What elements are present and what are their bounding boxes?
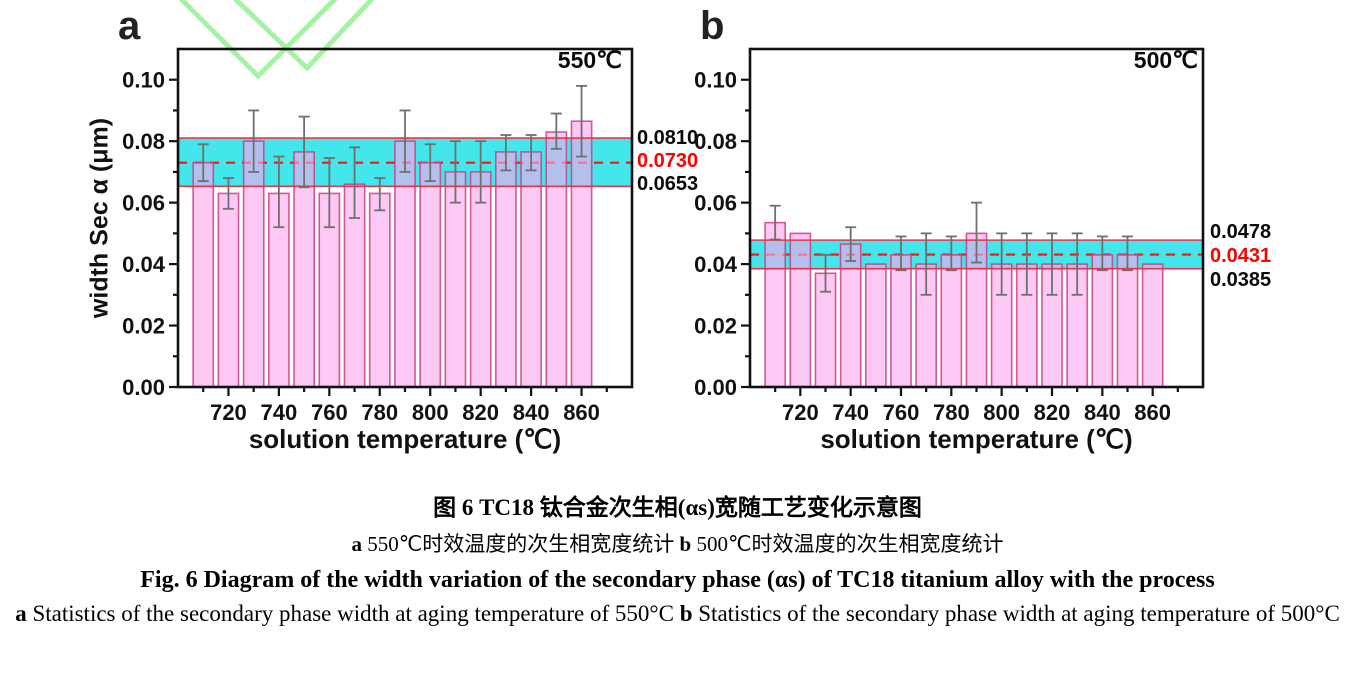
- y-axis-title-a: width Sec α (μm): [85, 117, 114, 319]
- x-axis-title-a: solution temperature (℃): [248, 424, 562, 454]
- svg-text:0.06: 0.06: [122, 191, 165, 216]
- svg-text:820: 820: [1034, 400, 1071, 425]
- svg-text:0.00: 0.00: [122, 375, 165, 400]
- panel-label-a: a: [118, 4, 141, 48]
- svg-text:740: 740: [261, 400, 298, 425]
- bar-plot-a: 720 740 760 780 800 820 840 860 0.00 0.02 0.04 0.06…: [122, 47, 634, 425]
- svg-text:760: 760: [311, 400, 348, 425]
- svg-text:720: 720: [210, 400, 247, 425]
- svg-text:0.08: 0.08: [694, 129, 737, 154]
- svg-text:800: 800: [412, 400, 449, 425]
- x-axis-title-b: solution temperature (℃): [820, 424, 1133, 454]
- caption-title-zh: 图 6 TC18 钛合金次生相(αs)宽随工艺变化示意图: [433, 495, 922, 520]
- svg-text:0.10: 0.10: [122, 68, 165, 93]
- band-lower-value-a: 0.0653: [637, 173, 699, 195]
- caption-subtitle-zh: a 550℃时效温度的次生相宽度统计 b 500℃时效温度的次生相宽度统计: [351, 532, 1004, 556]
- svg-text:0.00: 0.00: [694, 375, 737, 400]
- panel-label-b: b: [700, 4, 725, 48]
- bar-plot-b: 720 740 760 780 800 820 840 860 0.00 0.02 0.04 0.06…: [694, 47, 1205, 425]
- svg-text:740: 740: [832, 400, 869, 425]
- svg-text:0.02: 0.02: [694, 314, 737, 339]
- band-lower-value-b: 0.0385: [1210, 269, 1272, 291]
- svg-text:820: 820: [462, 400, 499, 425]
- caption-title-en: Fig. 6 Diagram of the width variation of…: [140, 567, 1215, 593]
- aging-temperature-label-a: 550℃: [557, 47, 622, 73]
- svg-text:840: 840: [1084, 400, 1121, 425]
- svg-text:800: 800: [983, 400, 1020, 425]
- svg-text:0.10: 0.10: [694, 68, 737, 93]
- svg-text:780: 780: [933, 400, 970, 425]
- chart-panel-b: b 720 740 760 780 800 820 840 860 0.00 0.02 0.04 0.…: [680, 0, 1355, 465]
- chart-panel-a: a 720 740 760 780 800 820 840 860 0.00 0.02 0.04 0.…: [0, 0, 700, 465]
- svg-text:0.02: 0.02: [122, 314, 165, 339]
- band-mean-value-a: 0.0730: [637, 150, 699, 172]
- figure-caption: 图 6 TC18 钛合金次生相(αs)宽随工艺变化示意图 a 550℃时效温度的…: [0, 490, 1355, 630]
- band-upper-value-b: 0.0478: [1210, 221, 1272, 243]
- svg-text:0.04: 0.04: [122, 252, 166, 277]
- svg-text:720: 720: [782, 400, 819, 425]
- svg-text:780: 780: [361, 400, 398, 425]
- svg-text:860: 860: [563, 400, 600, 425]
- svg-text:0.08: 0.08: [122, 129, 165, 154]
- svg-text:0.06: 0.06: [694, 191, 737, 216]
- svg-text:0.04: 0.04: [694, 252, 738, 277]
- svg-text:860: 860: [1134, 400, 1171, 425]
- band-upper-value-a: 0.0810: [637, 127, 699, 149]
- aging-temperature-label-b: 500℃: [1133, 47, 1198, 73]
- band-mean-value-b: 0.0431: [1210, 245, 1272, 267]
- svg-text:760: 760: [883, 400, 920, 425]
- svg-text:840: 840: [513, 400, 550, 425]
- caption-subtitle-en: a Statistics of the secondary phase widt…: [15, 601, 1340, 626]
